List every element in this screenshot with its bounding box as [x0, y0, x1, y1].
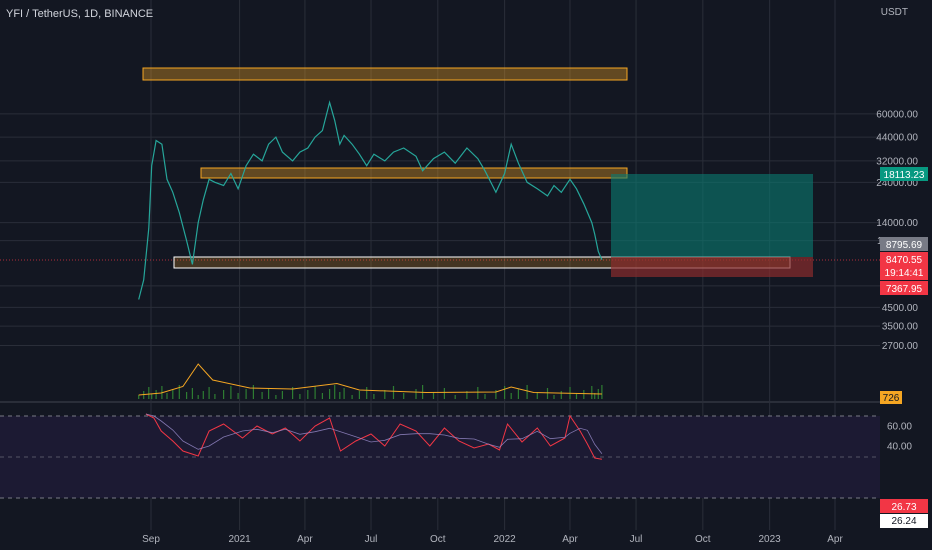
chart-title[interactable]: YFI / TetherUS, 1D, BINANCE	[6, 8, 154, 20]
badge-countdown: 19:14:41	[885, 268, 924, 279]
resistance-zone-upper[interactable]	[142, 67, 628, 81]
price-tick-label: 14000.00	[876, 218, 918, 229]
grid-lines	[0, 0, 880, 530]
badge-last-bg	[880, 252, 928, 280]
badge-stop: 7367.95	[886, 284, 923, 295]
price-tick-label: 60000.00	[876, 109, 918, 120]
volume-bars	[138, 385, 603, 399]
price-axis[interactable]: 60000.00 44000.00 32000.00 24000.00 14000.00…	[876, 109, 918, 352]
time-tick-label: Apr	[827, 534, 843, 545]
currency-label: USDT	[880, 7, 908, 18]
time-tick-label: 2023	[758, 534, 781, 545]
badge-entry: 8795.69	[886, 240, 923, 251]
time-tick-label: 2022	[493, 534, 516, 545]
time-tick-label: Sep	[142, 534, 160, 545]
time-tick-label: Jul	[365, 534, 378, 545]
time-axis[interactable]: Sep 2021 Apr Jul Oct 2022 Apr Jul Oct 2023 Apr	[142, 534, 843, 545]
price-badges: 18113.23 8795.69 8470.55 19:14:41 7367.9…	[880, 167, 928, 528]
price-tick-label: 2700.00	[882, 341, 919, 352]
volume-ma-line	[138, 363, 602, 396]
badge-rsi: 26.73	[891, 502, 916, 513]
rsi-tick-label: 40.00	[887, 442, 912, 453]
badge-rsi-ma-bg	[880, 514, 928, 528]
rsi-line	[145, 413, 602, 460]
badge-target: 18113.23	[884, 170, 925, 181]
time-tick-label: Apr	[297, 534, 313, 545]
time-tick-label: Oct	[695, 534, 711, 545]
rsi-ma-line	[145, 413, 603, 455]
rsi-axis: 60.00 40.00	[887, 422, 912, 453]
time-tick-label: Jul	[630, 534, 643, 545]
price-candles	[138, 100, 603, 300]
position-loss-zone[interactable]	[611, 257, 813, 277]
badge-volume: 726	[883, 393, 900, 404]
price-tick-label: 44000.00	[876, 133, 918, 144]
badge-rsi-bg	[880, 499, 928, 513]
price-tick-label: 4500.00	[882, 303, 919, 314]
position-profit-zone[interactable]	[611, 174, 813, 257]
time-tick-label: 2021	[228, 534, 251, 545]
support-zone-middle[interactable]	[200, 167, 628, 179]
price-tick-label: 32000.00	[876, 156, 918, 167]
badge-entry-bg	[880, 237, 928, 251]
price-tick-label: 3500.00	[882, 322, 919, 333]
badge-last: 8470.55	[886, 255, 923, 266]
annotation-zones[interactable]	[142, 67, 813, 277]
badge-rsi-ma: 26.24	[891, 516, 916, 527]
time-tick-label: Apr	[562, 534, 578, 545]
badge-stop-bg	[880, 281, 928, 295]
time-tick-label: Oct	[430, 534, 446, 545]
badge-volume-bg	[880, 391, 902, 404]
price-tick-label: 24000.00	[876, 178, 918, 189]
rsi-tick-label: 60.00	[887, 422, 912, 433]
badge-target-bg	[880, 167, 928, 181]
